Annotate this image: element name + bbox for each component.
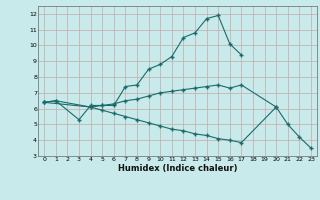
X-axis label: Humidex (Indice chaleur): Humidex (Indice chaleur) (118, 164, 237, 173)
